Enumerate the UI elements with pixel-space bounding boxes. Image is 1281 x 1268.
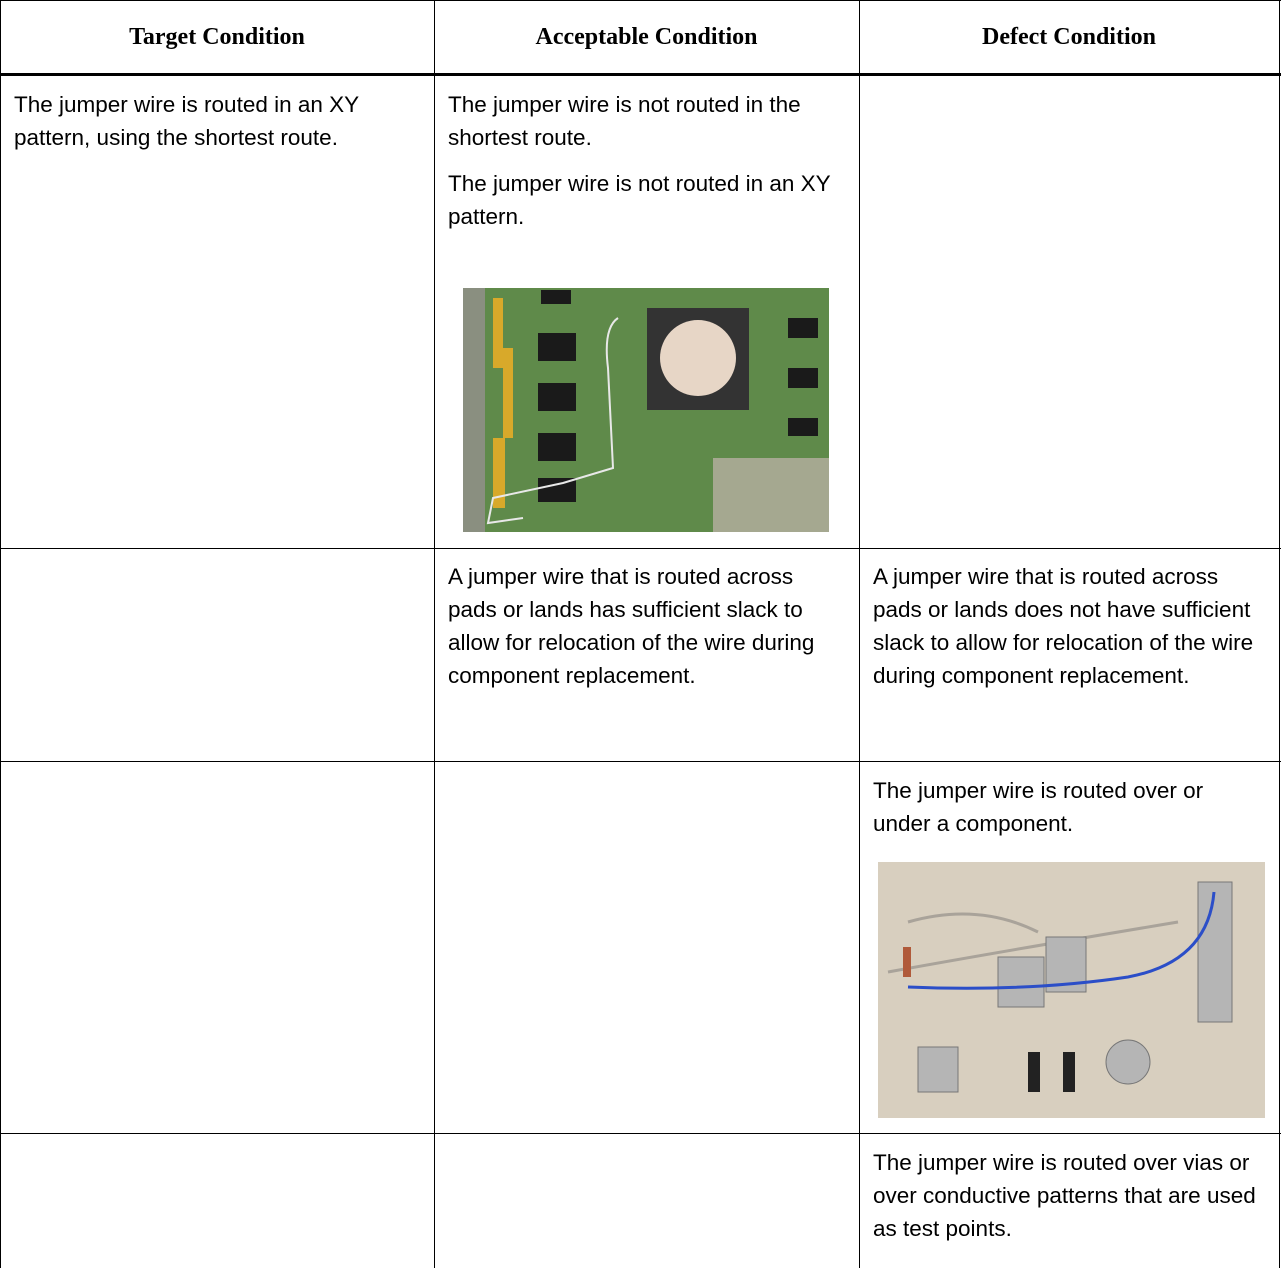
cell-text: The jumper wire is routed in an XY patte… (14, 92, 359, 150)
rule (0, 761, 1281, 762)
table-cell: A jumper wire that is routed across pads… (859, 560, 1279, 705)
cell-text: The jumper wire is routed over vias or o… (873, 1150, 1256, 1241)
rule (1279, 0, 1280, 1268)
component-photo (878, 862, 1265, 1118)
column-header: Defect Condition (982, 24, 1156, 50)
cell-text: The jumper wire is routed over or under … (873, 778, 1204, 836)
table-cell: The jumper wire is not routed in the sho… (434, 88, 859, 246)
rule (0, 1133, 1281, 1134)
cell-text: The jumper wire is not routed in the sho… (448, 92, 801, 150)
column-header: Acceptable Condition (535, 24, 758, 50)
table-cell: The jumper wire is routed over or under … (859, 774, 1279, 853)
table-cell: The jumper wire is routed in an XY patte… (0, 88, 434, 167)
rule (0, 0, 1281, 1)
table-cell: A jumper wire that is routed across pads… (434, 560, 859, 705)
table-cell: The jumper wire is routed over vias or o… (859, 1146, 1279, 1258)
column-header: Target Condition (129, 24, 305, 50)
cell-text: The jumper wire is not routed in an XY p… (448, 171, 831, 229)
rule (434, 0, 435, 1268)
rule (859, 0, 860, 1268)
cell-text: A jumper wire that is routed across pads… (448, 564, 815, 688)
rule (0, 0, 1, 1268)
pcb-photo (463, 288, 829, 532)
rule (0, 73, 1281, 76)
cell-text: A jumper wire that is routed across pads… (873, 564, 1254, 688)
rule (0, 548, 1281, 549)
